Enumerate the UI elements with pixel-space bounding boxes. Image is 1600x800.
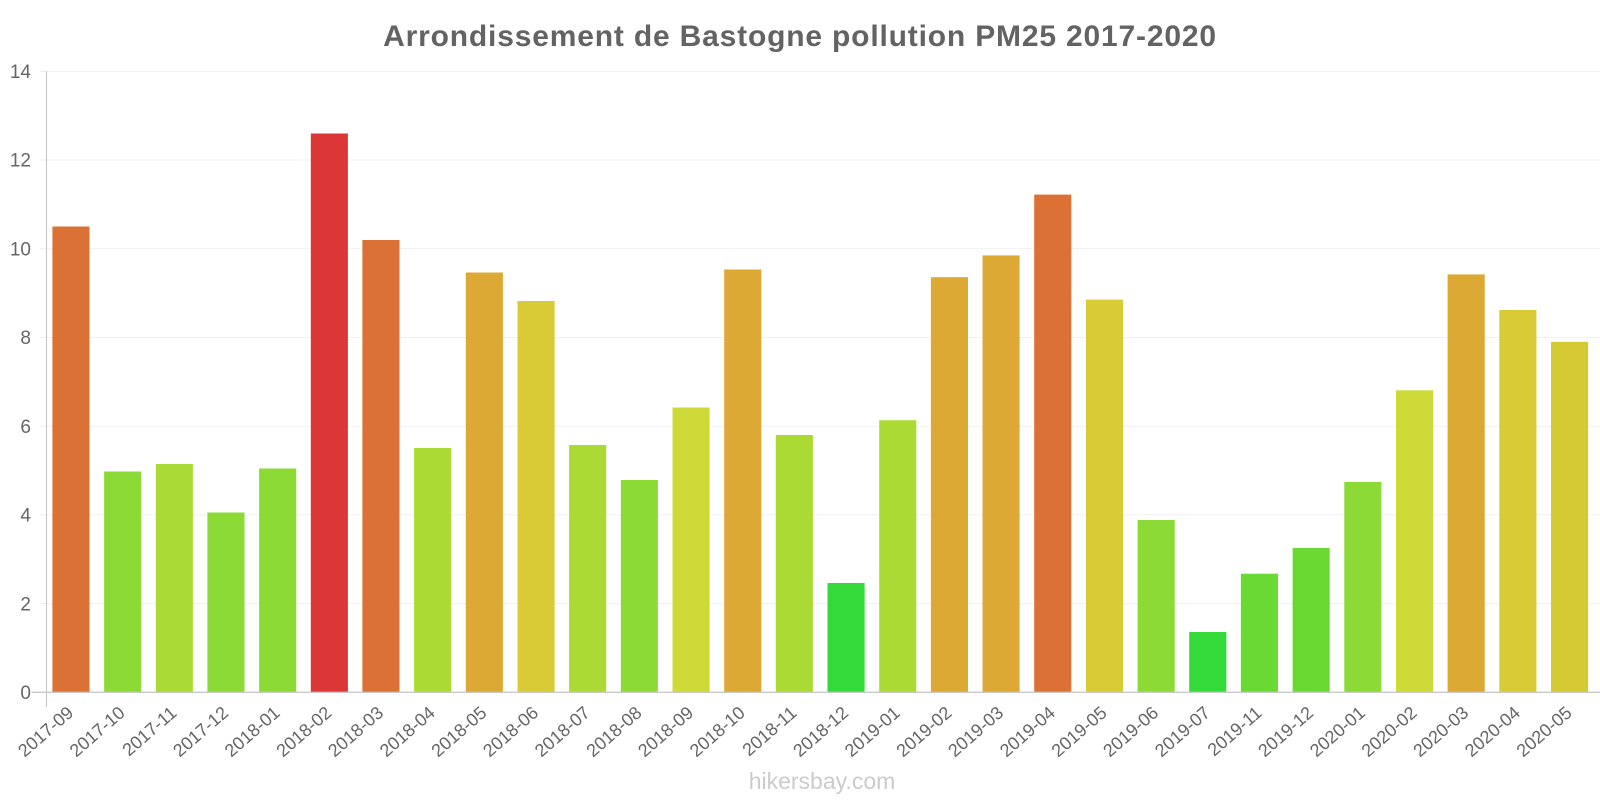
svg-text:12: 12 bbox=[10, 151, 31, 172]
svg-text:4: 4 bbox=[20, 506, 31, 527]
svg-text:6: 6 bbox=[20, 417, 31, 438]
svg-text:2: 2 bbox=[20, 594, 31, 615]
svg-text:hikersbay.com: hikersbay.com bbox=[749, 768, 896, 794]
svg-text:Arrondissement de Bastogne pol: Arrondissement de Bastogne pollution PM2… bbox=[383, 20, 1217, 53]
svg-text:8: 8 bbox=[20, 328, 31, 349]
svg-text:10: 10 bbox=[10, 239, 31, 260]
svg-text:0: 0 bbox=[20, 683, 31, 704]
svg-text:14: 14 bbox=[10, 62, 32, 83]
